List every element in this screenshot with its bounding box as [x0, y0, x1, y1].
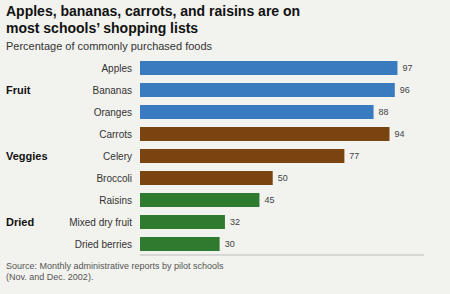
svg-text:Fruit: Fruit	[8, 84, 31, 96]
svg-text:94: 94	[394, 129, 404, 139]
svg-text:32: 32	[230, 217, 240, 227]
svg-text:Broccoli: Broccoli	[96, 173, 132, 184]
svg-text:45: 45	[264, 195, 274, 205]
svg-text:50: 50	[278, 173, 288, 183]
svg-text:Bananas: Bananas	[93, 85, 132, 96]
svg-text:Celery: Celery	[103, 151, 132, 162]
svg-text:Apples: Apples	[101, 63, 132, 74]
html-text:Apples, bananas, carrots, and: Apples, bananas, carrots, and raisins ar…	[6, 3, 301, 36]
svg-text:77: 77	[349, 151, 359, 161]
svg-text:Mixed dry fruit: Mixed dry fruit	[69, 217, 132, 228]
svg-text:Carrots: Carrots	[99, 129, 132, 140]
svg-text:Dried: Dried	[8, 216, 34, 228]
svg-text:Dried berries: Dried berries	[75, 239, 132, 250]
svg-text:Oranges: Oranges	[94, 107, 132, 118]
svg-text:Veggies: Veggies	[8, 150, 48, 162]
svg-text:30: 30	[225, 239, 235, 249]
svg-text:97: 97	[402, 63, 412, 73]
svg-text:88: 88	[379, 107, 389, 117]
svg-text:Raisins: Raisins	[99, 195, 132, 206]
html-text:Percentage of commonly purchas: Percentage of commonly purchased foods	[6, 40, 213, 52]
svg-text:96: 96	[400, 85, 410, 95]
html-text:Source: Monthly administrative: Source: Monthly administrative reports b…	[6, 261, 224, 282]
